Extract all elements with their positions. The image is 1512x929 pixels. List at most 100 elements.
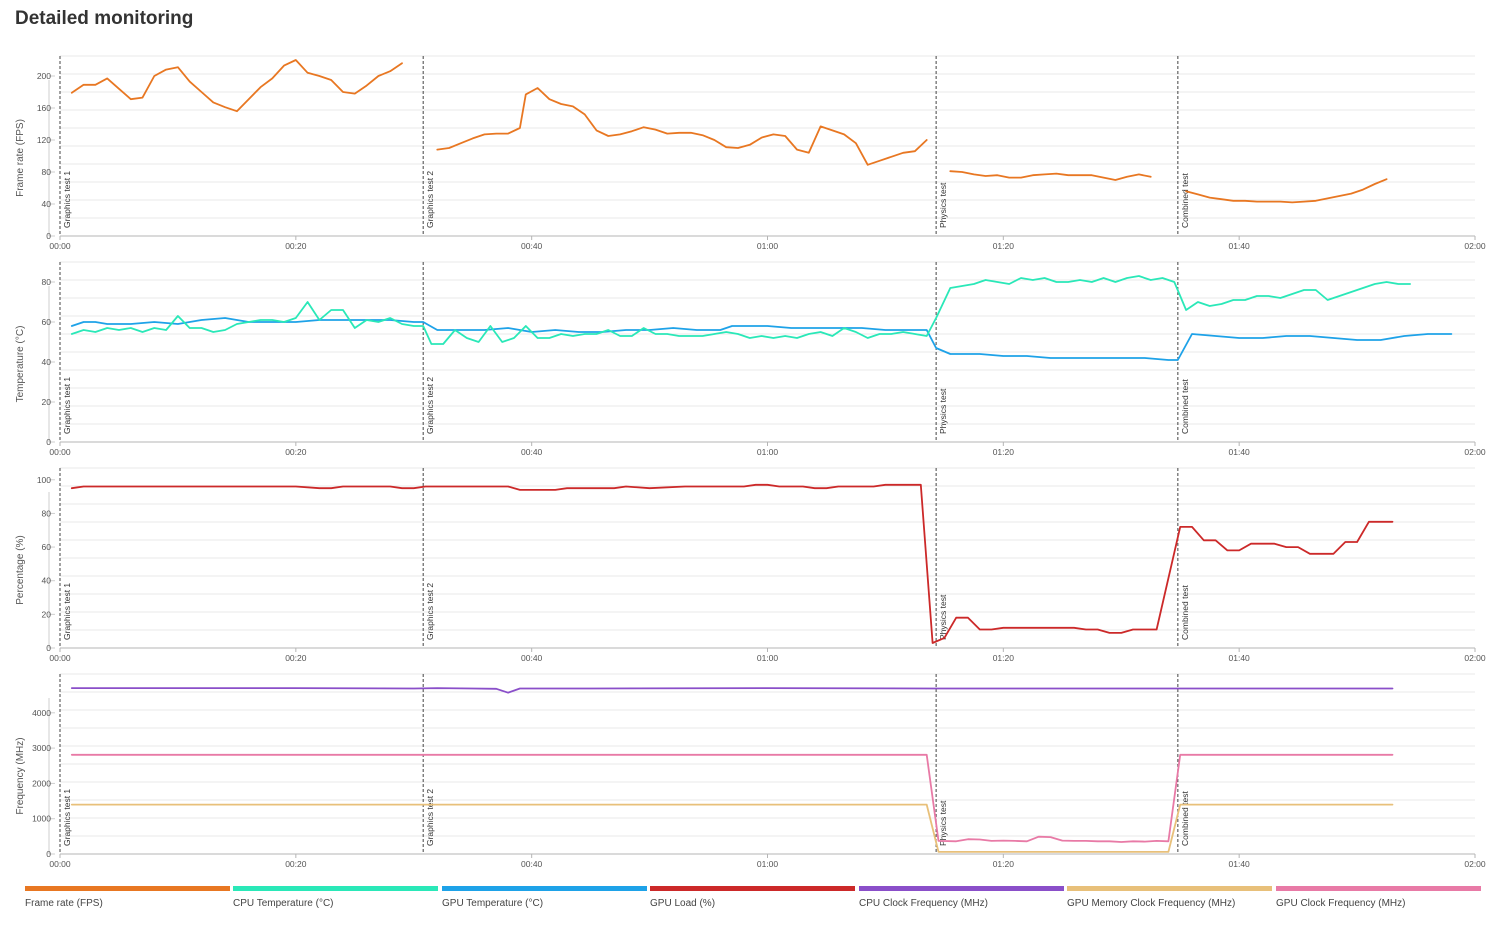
legend-swatch-cpu-clock: [859, 886, 1064, 891]
y-axis-label: Frame rate (FPS): [15, 119, 26, 197]
x-tick-label: 00:00: [49, 241, 71, 251]
test-marker-label: Combined test: [1180, 379, 1190, 434]
y-tick-label: 40: [42, 357, 52, 367]
x-tick-label: 01:40: [1229, 447, 1251, 457]
y-axis-label: Frequency (MHz): [15, 737, 26, 814]
test-marker-label: Graphics test 2: [425, 171, 435, 228]
x-tick-label: 00:00: [49, 653, 71, 663]
series-line-fps: [70, 59, 403, 113]
series-line-cpu-temp: [70, 275, 1411, 345]
x-tick-label: 01:20: [993, 653, 1015, 663]
y-tick-label: 80: [42, 167, 52, 177]
test-marker-label: Graphics test 1: [62, 377, 72, 434]
test-marker-label: Physics test: [938, 800, 948, 846]
legend-item-frame-rate[interactable]: Frame rate (FPS): [25, 886, 230, 926]
y-tick-label: 3000: [32, 743, 51, 753]
test-marker-label: Graphics test 1: [62, 789, 72, 846]
series-line-gpu-clock: [70, 753, 1394, 843]
y-tick-label: 2000: [32, 778, 51, 788]
series-line-gpu-mem-clock: [70, 803, 1394, 853]
y-tick-label: 40: [42, 576, 52, 586]
x-tick-label: 00:40: [521, 241, 543, 251]
series-line-fps: [1185, 178, 1388, 204]
y-axis-label: Temperature (°C): [15, 326, 26, 403]
chart-panel-2: 0 20 40 60 80 00:00 00:20 00:40 01:00 01:20 01:40 0…: [15, 261, 1486, 457]
x-tick-label: 01:40: [1229, 653, 1251, 663]
test-marker-label: Graphics test 2: [425, 789, 435, 846]
x-tick-label: 00:40: [521, 447, 543, 457]
legend-label-cpu-clock: CPU Clock Frequency (MHz): [859, 898, 988, 909]
x-tick-label: 01:00: [757, 241, 779, 251]
x-tick-label: 01:40: [1229, 859, 1251, 869]
y-tick-label: 0: [46, 437, 51, 447]
y-tick-label: 40: [42, 199, 52, 209]
legend-label-gpu-clock: GPU Clock Frequency (MHz): [1276, 898, 1406, 909]
test-marker-label: Physics test: [938, 594, 948, 640]
legend-label-gpu-memory-clock: GPU Memory Clock Frequency (MHz): [1067, 898, 1236, 909]
x-tick-label: 00:20: [285, 653, 307, 663]
x-tick-label: 01:40: [1229, 241, 1251, 251]
test-marker-label: Combined test: [1180, 173, 1190, 228]
x-tick-label: 02:00: [1464, 447, 1486, 457]
series-line-fps: [436, 87, 928, 166]
x-tick-label: 01:20: [993, 447, 1015, 457]
legend-item-gpu-clock[interactable]: GPU Clock Frequency (MHz): [1276, 886, 1481, 926]
test-marker-label: Combined test: [1180, 585, 1190, 640]
legend-swatch-gpu-clock: [1276, 886, 1481, 891]
test-marker-label: Combined test: [1180, 791, 1190, 846]
y-tick-label: 0: [46, 231, 51, 241]
legend-swatch-gpu-memory-clock: [1067, 886, 1272, 891]
y-axis-label: Percentage (%): [15, 535, 26, 604]
legend-swatch-gpu-load: [650, 886, 855, 891]
x-tick-label: 01:20: [993, 241, 1015, 251]
y-tick-label: 60: [42, 542, 52, 552]
y-tick-label: 0: [46, 849, 51, 859]
y-tick-label: 100: [37, 475, 51, 485]
series-line-fps: [949, 170, 1152, 181]
x-tick-label: 00:40: [521, 653, 543, 663]
x-tick-label: 00:00: [49, 447, 71, 457]
series-line-gpu-load: [70, 483, 1394, 644]
legend-label-frame-rate: Frame rate (FPS): [25, 898, 103, 909]
legend-label-gpu-load: GPU Load (%): [650, 898, 716, 909]
y-tick-label: 60: [42, 317, 52, 327]
chart-panel-3: 0 20 40 60 80 100 00:00 00:20 00:40 01:00 01:20 01:…: [15, 467, 1486, 663]
legend-item-gpu-load[interactable]: GPU Load (%): [650, 886, 855, 926]
legend-item-cpu-temperature[interactable]: CPU Temperature (°C): [233, 886, 438, 926]
x-tick-label: 01:00: [757, 447, 779, 457]
y-tick-label: 80: [42, 508, 52, 518]
test-marker-label: Physics test: [938, 388, 948, 434]
test-marker-label: Graphics test 1: [62, 171, 72, 228]
page-title: Detailed monitoring: [15, 8, 194, 29]
x-tick-label: 00:40: [521, 859, 543, 869]
legend-item-gpu-temperature[interactable]: GPU Temperature (°C): [442, 886, 647, 926]
legend-item-cpu-clock[interactable]: CPU Clock Frequency (MHz): [859, 886, 1064, 926]
test-marker-label: Graphics test 2: [425, 583, 435, 640]
series-line-gpu-temp: [70, 317, 1453, 361]
x-tick-label: 02:00: [1464, 653, 1486, 663]
test-marker-label: Physics test: [938, 182, 948, 228]
legend-swatch-cpu-temperature: [233, 886, 438, 891]
test-marker-label: Graphics test 1: [62, 583, 72, 640]
y-tick-label: 20: [42, 397, 52, 407]
chart-panel-4: 0 1000 2000 3000 4000 00:00 00:20 00:40 01:00 01:…: [15, 673, 1486, 869]
y-tick-label: 0: [46, 643, 51, 653]
x-tick-label: 00:20: [285, 859, 307, 869]
series-line-cpu-clock: [70, 687, 1394, 694]
x-tick-label: 01:00: [757, 653, 779, 663]
x-tick-label: 02:00: [1464, 859, 1486, 869]
x-tick-label: 00:20: [285, 241, 307, 251]
y-tick-label: 1000: [32, 814, 51, 824]
legend-swatch-gpu-temperature: [442, 886, 647, 891]
x-tick-label: 01:00: [757, 859, 779, 869]
y-tick-label: 120: [37, 135, 51, 145]
y-tick-label: 20: [42, 609, 52, 619]
y-tick-label: 200: [37, 71, 51, 81]
y-tick-label: 4000: [32, 708, 51, 718]
x-tick-label: 02:00: [1464, 241, 1486, 251]
legend-item-gpu-memory-clock[interactable]: GPU Memory Clock Frequency (MHz): [1067, 886, 1272, 926]
legend: Frame rate (FPS) CPU Temperature (°C) GP…: [0, 886, 1512, 926]
y-tick-label: 80: [42, 277, 52, 287]
chart-panel-1: 0 40 80 120 160 200 00:00 00:20 00:40 01:00 01:20 0…: [15, 55, 1486, 251]
